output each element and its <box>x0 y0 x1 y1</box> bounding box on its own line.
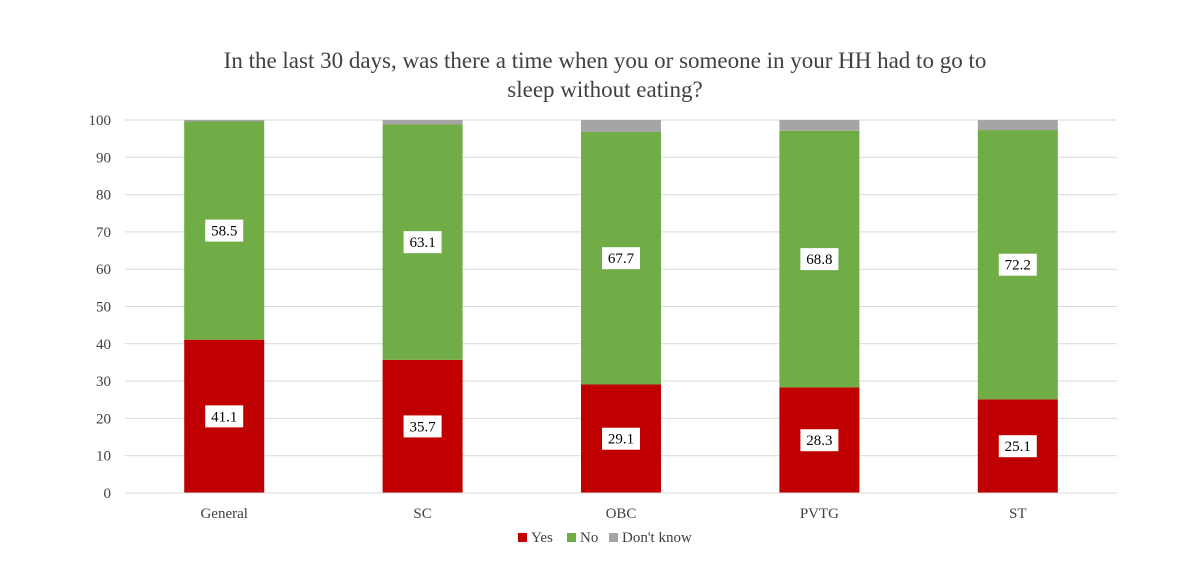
y-tick-label: 70 <box>96 225 111 241</box>
bar-segment-don-t-know <box>581 120 661 132</box>
data-label: 58.5 <box>211 224 237 240</box>
data-label-box <box>403 415 442 438</box>
bar-series: 41.1 58.5 35.7 63.1 29.1 67.7 28.3 68.8 25.1 72.2 <box>184 120 1058 493</box>
x-category-label: PVTG <box>800 506 839 522</box>
y-axis: 0 10 20 30 40 50 60 70 80 90 100 <box>89 113 112 502</box>
data-label-box <box>998 253 1037 276</box>
data-label: 35.7 <box>409 419 436 435</box>
data-label: 25.1 <box>1005 439 1031 455</box>
data-label-box <box>800 248 839 271</box>
bar-segment-don-t-know <box>779 120 860 131</box>
y-tick-label: 80 <box>96 188 111 204</box>
data-label-box <box>602 247 640 270</box>
legend-swatch <box>518 533 527 542</box>
data-label: 68.8 <box>806 252 832 268</box>
data-label-box <box>403 231 442 254</box>
y-tick-label: 90 <box>96 150 111 166</box>
legend-swatch <box>609 533 618 542</box>
x-category-label: OBC <box>606 506 637 522</box>
bar-segment-don-t-know <box>977 120 1058 131</box>
bar-segment-don-t-know <box>184 120 265 122</box>
y-tick-label: 50 <box>96 300 111 316</box>
x-category-label: General <box>200 506 247 522</box>
y-tick-label: 10 <box>96 449 111 465</box>
x-category-label: SC <box>413 506 431 522</box>
data-label-box <box>800 429 839 452</box>
chart-title-line-2: sleep without eating? <box>507 77 702 102</box>
data-label: 72.2 <box>1005 258 1031 274</box>
legend: Yes No Don't know <box>518 530 692 546</box>
data-label-box <box>205 219 244 242</box>
chart-title-line-1: In the last 30 days, was there a time wh… <box>224 48 987 73</box>
bar-segment-don-t-know <box>382 120 463 125</box>
legend-swatch <box>567 533 576 542</box>
y-tick-label: 30 <box>96 374 111 390</box>
data-label-box <box>602 427 640 450</box>
y-tick-label: 40 <box>96 337 111 353</box>
data-label: 67.7 <box>608 251 635 267</box>
y-tick-label: 0 <box>104 486 112 502</box>
data-label: 28.3 <box>806 433 832 449</box>
legend-label: Yes <box>531 530 553 546</box>
y-tick-label: 100 <box>89 113 112 129</box>
data-label: 41.1 <box>211 409 237 425</box>
data-label: 63.1 <box>409 235 435 251</box>
y-tick-label: 60 <box>96 262 111 278</box>
data-label: 29.1 <box>608 432 634 448</box>
y-tick-label: 20 <box>96 411 111 427</box>
x-axis: General SC OBC PVTG ST <box>125 492 1117 522</box>
legend-label: No <box>580 530 598 546</box>
data-label-box <box>205 405 244 428</box>
data-label-box <box>998 435 1037 458</box>
chart-title: In the last 30 days, was there a time wh… <box>224 48 987 102</box>
legend-label: Don't know <box>622 530 692 546</box>
x-category-label: ST <box>1009 506 1027 522</box>
